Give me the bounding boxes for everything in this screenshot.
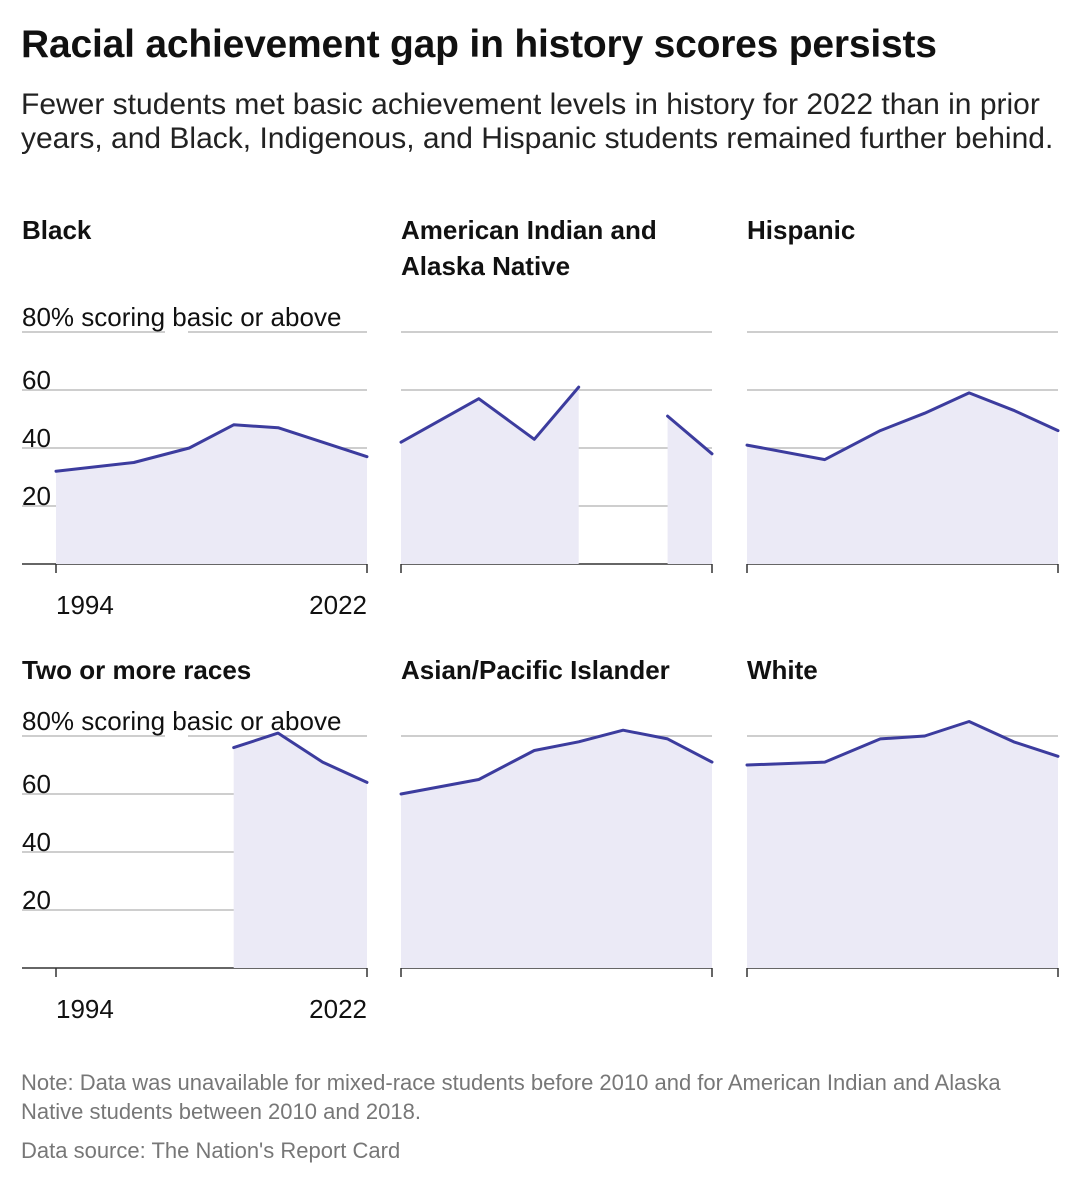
panel-title-white: White	[747, 655, 818, 685]
area-asian-pacific-islander-0	[401, 730, 712, 968]
area-hispanic-0	[747, 392, 1058, 564]
chart-source: Data source: The Nation's Report Card	[21, 1138, 401, 1163]
area-two-or-more-races-0	[233, 733, 367, 968]
chart-title: Racial achievement gap in history scores…	[21, 23, 937, 66]
line-white-0	[745, 720, 1060, 767]
x-tick-label-2022: 2022	[309, 590, 367, 620]
area-american-indian-and-alaska-native-0	[401, 387, 579, 564]
y-axis-title: 80% scoring basic or above	[22, 302, 341, 332]
line-hispanic-0	[745, 391, 1060, 462]
area-american-indian-and-alaska-native-1	[667, 416, 712, 564]
line-asian-pacific-islander-0	[399, 728, 714, 796]
y-tick-label-20: 20	[22, 885, 51, 915]
y-tick-label-60: 60	[22, 769, 51, 799]
chart-subtitle: Fewer students met basic achievement lev…	[21, 88, 1054, 155]
x-tick-label-1994: 1994	[56, 590, 114, 620]
panel-title-hispanic: Hispanic	[747, 215, 856, 245]
y-tick-label-40: 40	[22, 827, 51, 857]
panel-title-black: Black	[22, 215, 92, 245]
panel-title-american-indian: American Indian and Alaska Native	[401, 215, 657, 281]
x-tick-label-2022: 2022	[309, 994, 367, 1024]
x-tick-label-1994: 1994	[56, 994, 114, 1024]
panel-title-two-or-more: Two or more races	[22, 655, 252, 685]
line-american-indian-and-alaska-native-0	[399, 385, 581, 444]
panel-title-asian-pacific: Asian/Pacific Islander	[401, 655, 670, 685]
y-tick-label-60: 60	[22, 365, 51, 395]
line-american-indian-and-alaska-native-1	[666, 414, 714, 456]
chart-note: Note: Data was unavailable for mixed-rac…	[21, 1070, 1001, 1124]
line-black-0	[54, 423, 369, 473]
y-axis-title: 80% scoring basic or above	[22, 706, 341, 736]
y-tick-label-40: 40	[22, 423, 51, 453]
line-two-or-more-races-0	[232, 731, 369, 784]
y-tick-label-20: 20	[22, 481, 51, 511]
area-black-0	[56, 424, 367, 564]
area-white-0	[747, 721, 1058, 968]
